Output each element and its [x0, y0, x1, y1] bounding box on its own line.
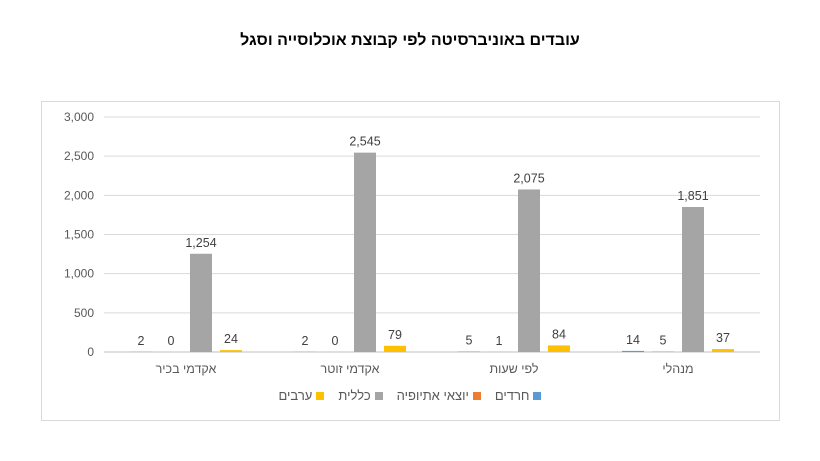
- chart-title: עובדים באוניברסיטה לפי קבוצת אוכלוסייה ו…: [240, 32, 580, 49]
- data-label: 2: [302, 334, 309, 348]
- y-tick-label: 2,000: [64, 188, 94, 202]
- legend-item: חרדים: [495, 388, 542, 403]
- x-tick-label: לפי שעות: [490, 362, 539, 376]
- y-tick-label: 2,500: [64, 149, 94, 163]
- bar: [622, 350, 644, 352]
- data-label: 5: [466, 334, 473, 348]
- y-tick-label: 1,000: [64, 267, 94, 281]
- bar: [354, 152, 376, 352]
- data-label: 14: [626, 333, 640, 347]
- data-label: 84: [552, 327, 566, 341]
- data-label: 1,254: [185, 236, 216, 250]
- y-tick-label: 500: [74, 306, 94, 320]
- legend-item: יוצאי אתיופיה: [397, 388, 481, 403]
- legend-item: ערבים: [279, 388, 325, 403]
- data-label: 2: [138, 334, 145, 348]
- data-label: 2,075: [513, 171, 544, 185]
- legend-swatch: [472, 391, 481, 400]
- data-label: 37: [716, 331, 730, 345]
- bar: [384, 345, 406, 352]
- legend-swatch: [374, 391, 383, 400]
- x-tick-label: אקדמי זוטר: [321, 362, 380, 376]
- bar: [190, 253, 212, 352]
- legend-label: יוצאי אתיופיה: [396, 388, 469, 403]
- bar: [682, 207, 704, 352]
- legend-label: חרדים: [494, 388, 530, 403]
- data-label: 1: [496, 334, 503, 348]
- bar: [548, 345, 570, 352]
- y-tick-label: 0: [87, 345, 94, 359]
- legend-swatch: [316, 391, 325, 400]
- data-label: 24: [224, 332, 238, 346]
- y-tick-label: 3,000: [64, 110, 94, 124]
- legend-swatch: [533, 391, 542, 400]
- data-label: 2,545: [349, 135, 380, 149]
- y-tick-label: 1,500: [64, 228, 94, 242]
- chart-frame: [41, 101, 780, 421]
- bar: [712, 349, 734, 352]
- data-label: 79: [388, 328, 402, 342]
- data-label: 1,851: [677, 189, 708, 203]
- legend-label: ערבים: [278, 388, 313, 403]
- legend: ערבים כללית יוצאי אתיופיה חרדים: [0, 388, 820, 403]
- bar: [518, 189, 540, 352]
- legend-label: כללית: [338, 388, 371, 403]
- x-tick-label: מנהלי: [662, 362, 693, 376]
- legend-item: כללית: [338, 388, 383, 403]
- x-tick-label: אקדמי בכיר: [156, 362, 217, 376]
- data-label: 0: [332, 334, 339, 348]
- bar: [220, 350, 242, 352]
- data-label: 5: [660, 334, 667, 348]
- data-label: 0: [168, 334, 175, 348]
